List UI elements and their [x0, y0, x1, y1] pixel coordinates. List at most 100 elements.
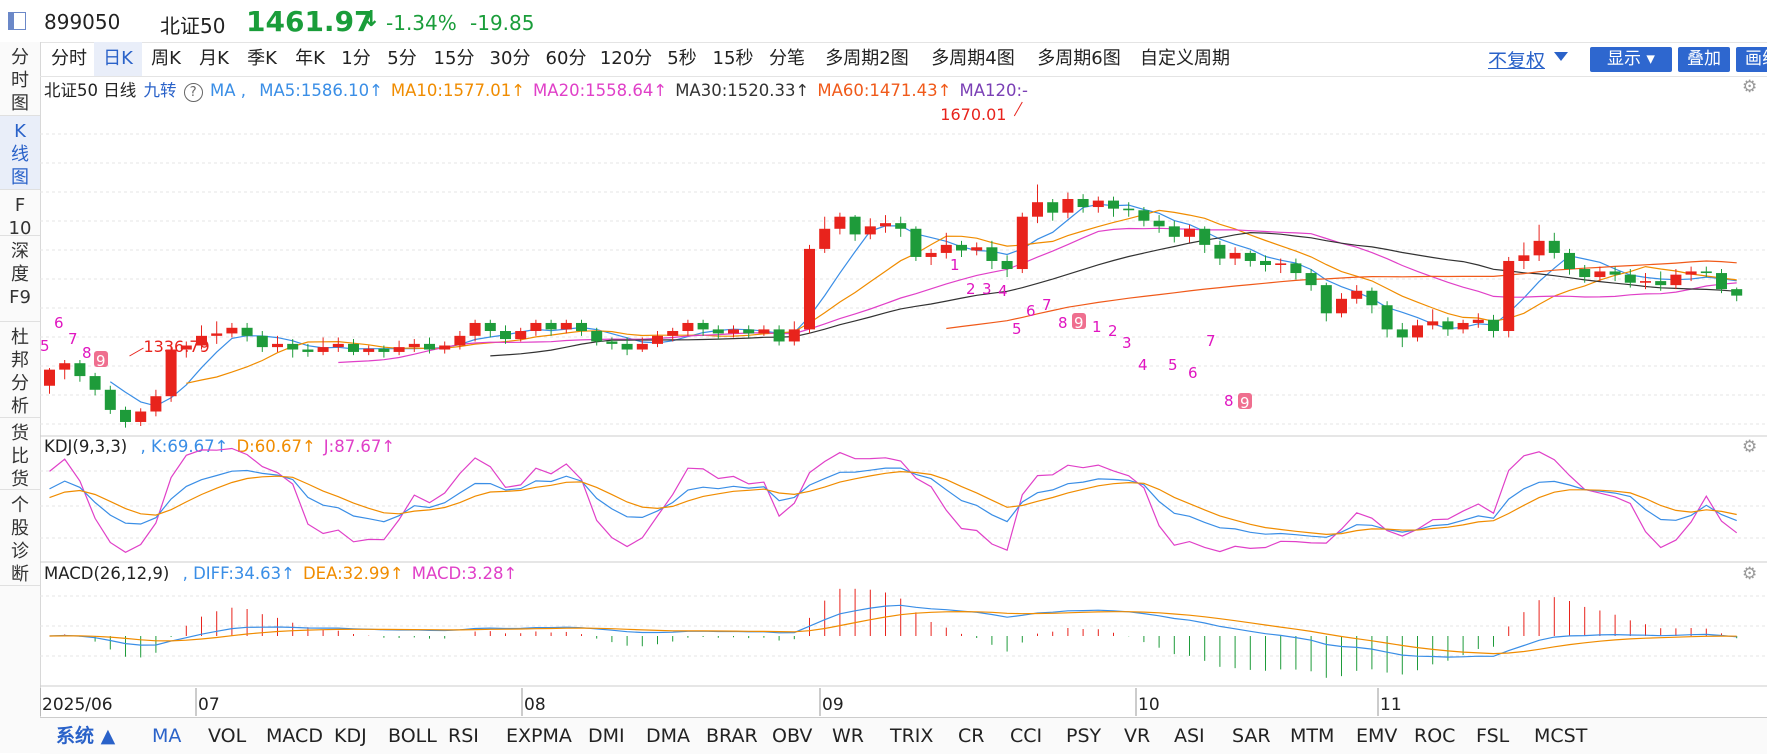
- candle-body: [74, 363, 86, 377]
- gear-icon[interactable]: ⚙: [1742, 437, 1758, 457]
- indicator-tab[interactable]: ROC: [1414, 725, 1456, 747]
- macd-legend: MACD(26,12,9) , DIFF:34.63↑ DEA:32.99↑ MAC…: [44, 564, 521, 583]
- period-tab[interactable]: 120分: [599, 48, 653, 69]
- side-nav-item[interactable]: 深度 F9: [0, 236, 40, 322]
- side-nav-item[interactable]: 个股诊断: [0, 490, 40, 586]
- indicator-tab[interactable]: OBV: [772, 725, 813, 747]
- indicator-tab[interactable]: MACD: [266, 725, 323, 747]
- period-tab[interactable]: 1分: [341, 48, 371, 69]
- candle-body: [1609, 271, 1621, 275]
- period-tab[interactable]: 15秒: [712, 48, 754, 69]
- period-tab[interactable]: 周K: [151, 48, 181, 69]
- indicator-tab[interactable]: VR: [1124, 725, 1151, 747]
- indicator-tab[interactable]: SAR: [1232, 725, 1271, 747]
- fuquan-dropdown[interactable]: 不复权: [1488, 50, 1546, 72]
- period-tab[interactable]: 多周期4图: [931, 48, 1015, 69]
- side-nav-item[interactable]: 货比货: [0, 418, 40, 490]
- stock-name: 北证50: [160, 14, 226, 38]
- indicator-tab[interactable]: MTM: [1290, 725, 1335, 747]
- indicator-tab[interactable]: VOL: [208, 725, 247, 747]
- draw-line-button[interactable]: 画线: [1736, 47, 1767, 72]
- system-menu[interactable]: 系统 ▲: [56, 725, 116, 747]
- candle-body: [165, 349, 177, 397]
- indicator-tab[interactable]: EXPMA: [506, 725, 572, 747]
- overlay-button[interactable]: 叠加: [1678, 47, 1730, 72]
- legend-item: MA60:1471.43↑: [817, 81, 952, 100]
- candle-body: [1047, 202, 1059, 213]
- legend-item: DEA:32.99↑: [302, 564, 404, 583]
- candle-body: [150, 396, 162, 412]
- period-tab[interactable]: 5秒: [667, 48, 697, 69]
- candle-body: [956, 244, 967, 251]
- gear-icon[interactable]: ⚙: [1742, 77, 1758, 97]
- candle-body: [1305, 273, 1317, 286]
- side-nav-item[interactable]: 分时图: [0, 42, 40, 116]
- side-nav-item[interactable]: 杜邦分析: [0, 322, 40, 418]
- kdj-j-line: [49, 447, 1738, 553]
- period-tab[interactable]: 月K: [199, 48, 229, 69]
- indicator-tab[interactable]: MA: [152, 725, 182, 747]
- candle-body: [1488, 319, 1499, 332]
- period-tab[interactable]: 多周期6图: [1037, 48, 1121, 69]
- indicator-tab[interactable]: CCI: [1010, 725, 1043, 747]
- legend-item: , K:69.67↑: [140, 437, 229, 456]
- indicator-tab[interactable]: KDJ: [334, 725, 367, 747]
- nine-turn-label: 7: [1042, 296, 1052, 314]
- nine-turn-label: 5: [40, 337, 50, 355]
- candle-body: [1001, 260, 1013, 270]
- legend-item: J:87.67↑: [323, 437, 396, 456]
- indicator-tab[interactable]: RSI: [448, 725, 479, 747]
- display-button[interactable]: 显示 ▾: [1590, 47, 1672, 72]
- period-tab[interactable]: 15分: [433, 48, 475, 69]
- indicator-tab[interactable]: CR: [958, 725, 985, 747]
- candle-body: [1624, 274, 1636, 283]
- candle-body: [1655, 281, 1667, 286]
- indicator-tab[interactable]: EMV: [1356, 725, 1398, 747]
- help-icon[interactable]: ?: [183, 83, 203, 102]
- indicator-tab[interactable]: ASI: [1174, 725, 1205, 747]
- period-tab[interactable]: 分时: [51, 48, 87, 69]
- layout-icon[interactable]: [8, 12, 26, 30]
- indicator-tab[interactable]: TRIX: [890, 725, 934, 747]
- nine-turn-label: 3: [1122, 334, 1132, 352]
- candle-body: [1260, 260, 1271, 265]
- candle-body: [712, 329, 724, 334]
- period-tab[interactable]: 年K: [295, 48, 325, 69]
- candle-body: [925, 252, 937, 257]
- candle-body: [1214, 244, 1226, 259]
- side-nav-item[interactable]: F 10: [0, 190, 40, 239]
- period-tab[interactable]: 60分: [545, 48, 587, 69]
- candle-body: [545, 322, 557, 330]
- period-tab[interactable]: 自定义周期: [1140, 48, 1230, 69]
- candle-body: [1533, 240, 1545, 256]
- period-tab[interactable]: 日K: [94, 42, 142, 76]
- indicator-tab[interactable]: MCST: [1534, 725, 1588, 747]
- indicator-tab[interactable]: DMI: [588, 725, 625, 747]
- nine-turn-toggle[interactable]: 九转: [143, 81, 177, 100]
- period-tab[interactable]: 30分: [489, 48, 531, 69]
- indicator-tab[interactable]: FSL: [1476, 725, 1510, 747]
- period-tab[interactable]: 分笔: [769, 48, 805, 69]
- candle-body: [1062, 198, 1074, 213]
- chevron-down-icon[interactable]: [1554, 52, 1568, 61]
- candle-body: [1138, 210, 1150, 221]
- indicator-tab[interactable]: PSY: [1066, 725, 1102, 747]
- period-tab[interactable]: 季K: [247, 48, 277, 69]
- indicator-tab[interactable]: BRAR: [706, 725, 758, 747]
- indicator-tab[interactable]: DMA: [646, 725, 691, 747]
- indicator-bar: 系统 ▲ MA VOL MACD KDJ BOLL RSI EXPMA DMI DMA BRAR OB…: [40, 717, 1767, 754]
- indicator-tab[interactable]: BOLL: [388, 725, 437, 747]
- candle-body: [211, 333, 223, 336]
- candle-body: [1518, 255, 1530, 261]
- period-tab[interactable]: 多周期2图: [825, 48, 909, 69]
- gear-icon[interactable]: ⚙: [1742, 564, 1758, 584]
- candle-body: [241, 327, 253, 336]
- nine-turn-label: 9: [1074, 314, 1084, 332]
- chart-title: 北证50 日线: [44, 81, 137, 100]
- indicator-tab[interactable]: WR: [832, 725, 864, 747]
- nine-turn-label: 4: [998, 282, 1008, 300]
- period-tab[interactable]: 5分: [387, 48, 417, 69]
- x-axis-label: 11: [1380, 695, 1402, 715]
